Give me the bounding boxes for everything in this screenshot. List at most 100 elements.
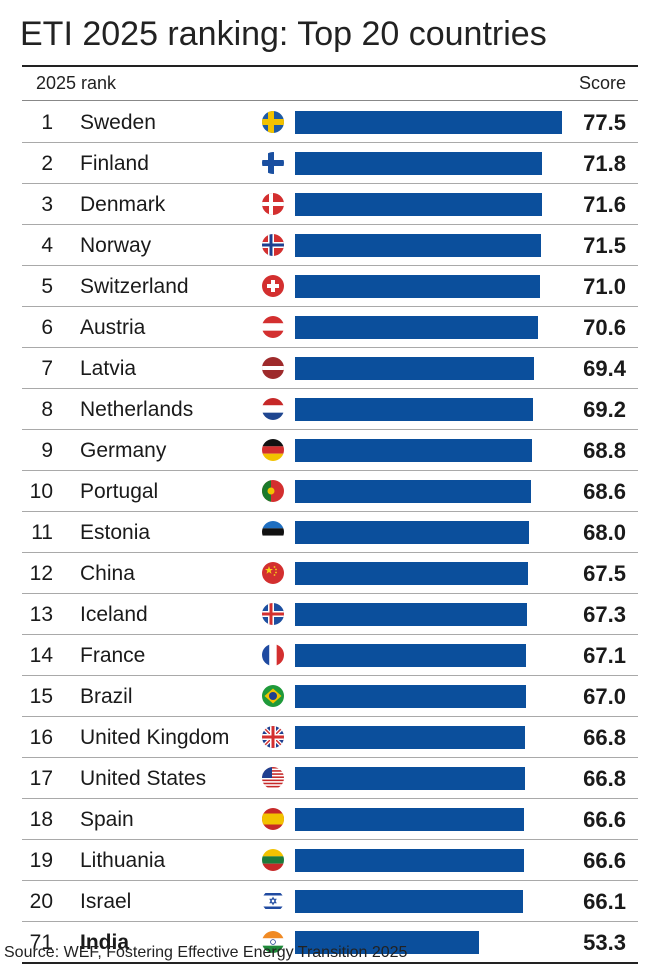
rank-label: 9 [41, 439, 53, 462]
israel-flag-icon [262, 890, 284, 912]
score-value-label: 67.5 [583, 561, 626, 586]
score-column-header: Score [578, 73, 626, 93]
score-bar [295, 931, 479, 954]
header-rule [22, 65, 638, 67]
country-label: Estonia [80, 521, 151, 544]
table-row: 16 United Kingdom 66.8 [22, 717, 638, 758]
rank-label: 10 [29, 480, 53, 503]
country-label: Latvia [80, 357, 137, 380]
country-label: Brazil [80, 685, 133, 708]
rank-label: 13 [29, 603, 53, 626]
score-bar [295, 111, 562, 134]
country-label: Lithuania [80, 849, 166, 872]
score-bar [295, 275, 540, 298]
table-row: 4 Norway 71.5 [22, 225, 638, 266]
rank-label: 5 [41, 275, 53, 298]
rank-label: 4 [41, 234, 53, 257]
country-label: Finland [80, 152, 149, 175]
switzerland-flag-icon [262, 275, 284, 297]
score-value-label: 67.0 [583, 684, 626, 709]
score-value-label: 71.6 [583, 192, 626, 217]
score-value-label: 68.6 [583, 479, 626, 504]
table-row: 1 Sweden 77.5 [22, 102, 638, 143]
score-bar [295, 398, 533, 421]
score-bar [295, 767, 525, 790]
latvia-flag-icon [262, 357, 284, 379]
score-value-label: 66.6 [583, 848, 626, 873]
country-label: Portugal [80, 480, 159, 503]
score-value-label: 67.1 [583, 643, 626, 668]
country-label: Norway [80, 234, 152, 257]
country-label: Sweden [80, 111, 156, 134]
table-row: 6 Austria 70.6 [22, 307, 638, 348]
score-value-label: 66.8 [583, 725, 626, 750]
score-bar [295, 480, 531, 503]
score-value-label: 68.0 [583, 520, 626, 545]
united-kingdom-flag-icon [262, 726, 284, 748]
chart-title: ETI 2025 ranking: Top 20 countries [20, 15, 547, 53]
table-row: 20 Israel 66.1 [22, 881, 638, 922]
score-bar [295, 562, 528, 585]
table-row: 14 France 67.1 [22, 635, 638, 676]
denmark-flag-icon [262, 193, 284, 215]
score-value-label: 66.6 [583, 807, 626, 832]
sweden-flag-icon [262, 111, 284, 133]
rank-label: 14 [29, 644, 53, 667]
score-bar [295, 890, 523, 913]
score-value-label: 69.4 [583, 356, 626, 381]
rank-label: 15 [29, 685, 53, 708]
table-row: 11 Estonia 68.0 [22, 512, 638, 553]
table-row: 71 India 53.3 [22, 922, 638, 964]
rank-label: 20 [29, 890, 53, 913]
country-label: India [80, 931, 130, 954]
table-row: 13 Iceland 67.3 [22, 594, 638, 635]
score-bar [295, 685, 526, 708]
ranking-table: 1 Sweden 77.5 2 Finland 71.8 3 Denmark 71.6 4 Norw… [0, 102, 660, 964]
estonia-flag-icon [262, 521, 284, 543]
rank-label: 1 [41, 111, 53, 134]
brazil-flag-icon [262, 685, 284, 707]
score-bar [295, 521, 529, 544]
header-bottom-rule [22, 100, 638, 101]
iceland-flag-icon [262, 603, 284, 625]
rank-column-header: 2025 rank [36, 73, 117, 93]
score-value-label: 70.6 [583, 315, 626, 340]
country-label: United States [80, 767, 207, 790]
table-row: 10 Portugal 68.6 [22, 471, 638, 512]
score-bar [295, 726, 525, 749]
score-bar [295, 357, 534, 380]
country-label: Iceland [80, 603, 148, 626]
netherlands-flag-icon [262, 398, 284, 420]
china-flag-icon [262, 562, 284, 584]
table-row: 12 China 67.5 [22, 553, 638, 594]
source-note: Source: WEF, Fostering Effective Energy … [4, 944, 408, 961]
rank-label: 3 [41, 193, 53, 216]
rank-label: 17 [29, 767, 53, 790]
rank-label: 19 [29, 849, 53, 872]
table-row: 18 Spain 66.6 [22, 799, 638, 840]
rank-label: 11 [31, 521, 53, 544]
score-bar [295, 152, 542, 175]
table-row: 15 Brazil 67.0 [22, 676, 638, 717]
rank-label: 7 [41, 357, 53, 380]
rank-label: 71 [29, 931, 53, 954]
country-label: Germany [80, 439, 167, 462]
score-value-label: 71.0 [583, 274, 626, 299]
score-bar [295, 193, 542, 216]
lithuania-flag-icon [262, 849, 284, 871]
norway-flag-icon [262, 234, 284, 256]
portugal-flag-icon [262, 480, 284, 502]
rank-label: 2 [41, 152, 53, 175]
table-row: 5 Switzerland 71.0 [22, 266, 638, 307]
rank-label: 12 [29, 562, 53, 585]
table-row: 3 Denmark 71.6 [22, 184, 638, 225]
country-label: Israel [80, 890, 132, 913]
table-row: 2 Finland 71.8 [22, 143, 638, 184]
spain-flag-icon [262, 808, 284, 830]
table-row: 19 Lithuania 66.6 [22, 840, 638, 881]
score-bar [295, 808, 524, 831]
rank-label: 16 [29, 726, 53, 749]
rank-label: 8 [41, 398, 53, 421]
score-value-label: 66.1 [583, 889, 626, 914]
